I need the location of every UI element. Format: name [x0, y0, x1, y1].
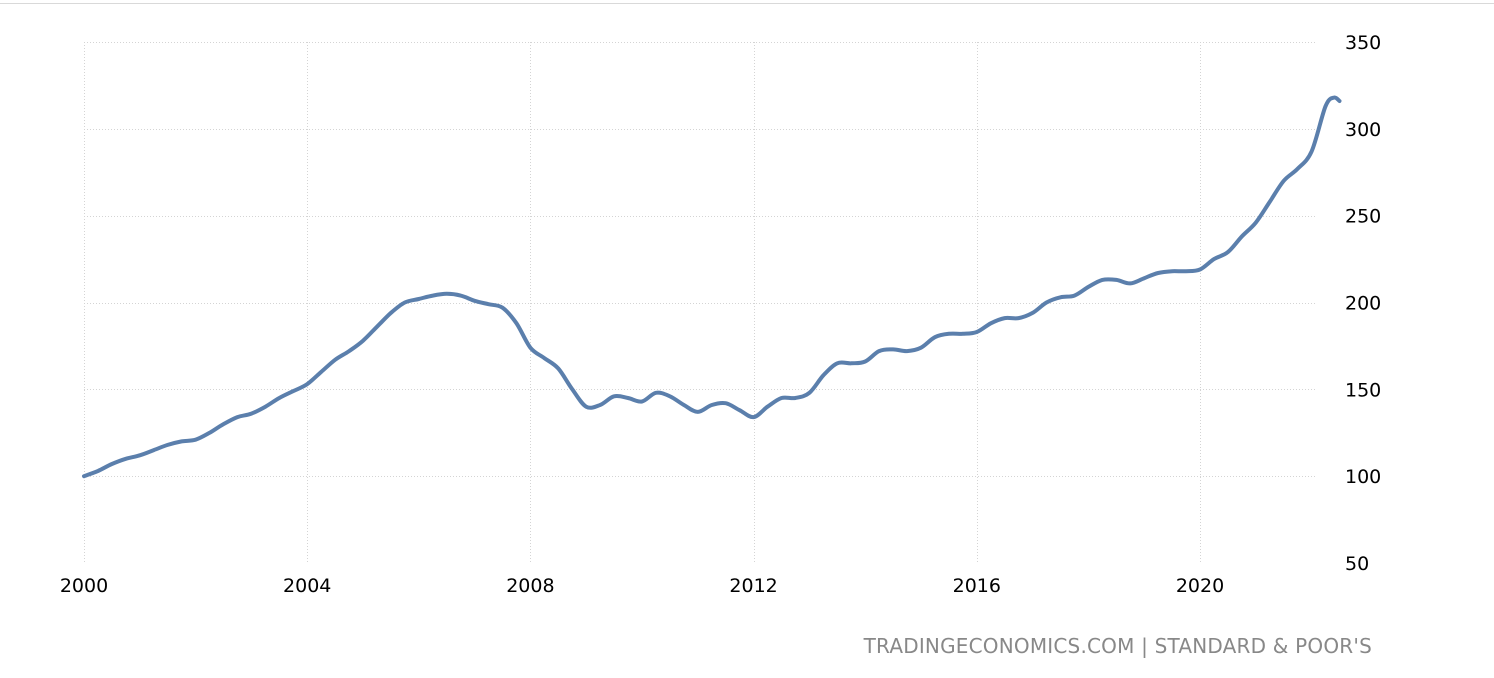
y-tick-label: 300	[1345, 119, 1381, 141]
y-tick-label: 350	[1345, 32, 1381, 54]
y-axis: 50 100 150 200 250 300 350	[1345, 32, 1381, 575]
series-layer	[82, 95, 1342, 479]
y-tick-label: 200	[1345, 293, 1381, 315]
y-tick-label: 50	[1345, 553, 1369, 575]
x-tick-label: 2012	[729, 575, 777, 597]
y-tick-label: 100	[1345, 466, 1381, 488]
x-tick-label: 2020	[1176, 575, 1224, 597]
x-tick-label: 2008	[506, 575, 554, 597]
y-tick-label: 150	[1345, 379, 1381, 401]
y-tick-label: 250	[1345, 206, 1381, 228]
gridlines	[84, 42, 1316, 563]
x-tick-label: 2004	[283, 575, 331, 597]
series-line	[82, 95, 1342, 479]
x-tick-label: 2016	[953, 575, 1001, 597]
top-border	[0, 3, 1494, 4]
x-axis: 2000 2004 2008 2012 2016 2020	[60, 575, 1224, 597]
x-tick-label: 2000	[60, 575, 108, 597]
source-attribution: TRADINGECONOMICS.COM | STANDARD & POOR'S	[863, 634, 1372, 658]
